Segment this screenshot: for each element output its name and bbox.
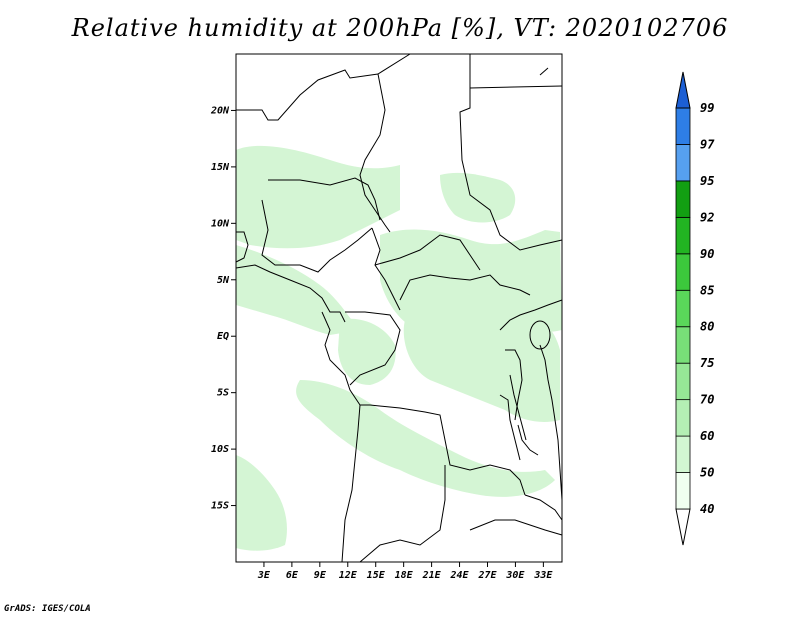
- lon-tick-label: 6E: [286, 570, 299, 581]
- lon-tick-label: 21E: [422, 570, 442, 581]
- lat-tick-label: 5S: [217, 388, 229, 399]
- grads-credit: GrADS: IGES/COLA: [4, 604, 91, 614]
- map-frame: [235, 53, 563, 563]
- colorbar-level-label: 85: [700, 283, 714, 297]
- latitude-axis: 20N 15N 10N 5N EQ 5S 10S 15S: [210, 105, 236, 512]
- colorbar-level-label: 50: [700, 466, 714, 480]
- colorbar-lower-arrow: [675, 508, 691, 546]
- colorbar-swatch: [675, 253, 691, 291]
- lon-tick-label: 30E: [505, 570, 525, 581]
- colorbar: 40 50 60 70 75 80 85 90 92 95 97 99: [675, 71, 715, 546]
- lat-tick-label: EQ: [217, 331, 229, 342]
- colorbar-swatch: [675, 472, 691, 510]
- colorbar-level-label: 70: [700, 393, 714, 407]
- lon-tick-label: 27E: [477, 570, 497, 581]
- colorbar-upper-arrow: [675, 71, 691, 109]
- lon-tick-label: 15E: [367, 570, 386, 581]
- colorbar-swatch: [675, 107, 691, 145]
- lat-tick-label: 20N: [210, 105, 230, 116]
- colorbar-level-label: 60: [700, 429, 714, 443]
- lat-tick-label: 15N: [211, 162, 230, 173]
- colorbar-swatch: [675, 399, 691, 437]
- map-title: Relative humidity at 200hPa [%], VT: 202…: [71, 14, 729, 42]
- lon-tick-label: 12E: [339, 570, 358, 581]
- colorbar-swatch: [675, 216, 691, 255]
- lon-tick-label: 33E: [533, 570, 553, 581]
- lon-tick-label: 24E: [450, 570, 470, 581]
- colorbar-level-label: 97: [700, 137, 715, 151]
- lat-tick-label: 5N: [217, 275, 230, 286]
- colorbar-level-label: 75: [700, 356, 714, 370]
- lake-outlines: [509, 320, 551, 456]
- lat-tick-label: 15S: [211, 501, 229, 512]
- colorbar-level-label: 92: [700, 210, 714, 224]
- lat-tick-label: 10S: [211, 444, 229, 455]
- colorbar-level-label: 99: [700, 101, 714, 115]
- longitude-axis: 3E 6E 9E 12E 15E 18E 21E 24E 27E 30E 33E: [257, 562, 553, 581]
- lon-tick-label: 9E: [314, 570, 327, 581]
- lon-tick-label: 3E: [257, 570, 271, 581]
- colorbar-level-label: 80: [700, 320, 714, 334]
- lon-tick-label: 18E: [395, 570, 414, 581]
- colorbar-swatch: [675, 289, 691, 328]
- humidity-fill-layer: [236, 145, 562, 551]
- colorbar-swatch: [675, 362, 691, 401]
- colorbar-level-label: 90: [700, 247, 714, 261]
- lat-tick-label: 10N: [211, 218, 230, 229]
- colorbar-swatch: [675, 180, 691, 218]
- colorbar-swatch: [675, 435, 691, 473]
- colorbar-level-label: 95: [700, 174, 714, 188]
- country-borders: [235, 53, 563, 563]
- colorbar-swatch: [675, 326, 691, 364]
- colorbar-swatch: [675, 144, 691, 182]
- colorbar-level-label: 40: [700, 502, 714, 516]
